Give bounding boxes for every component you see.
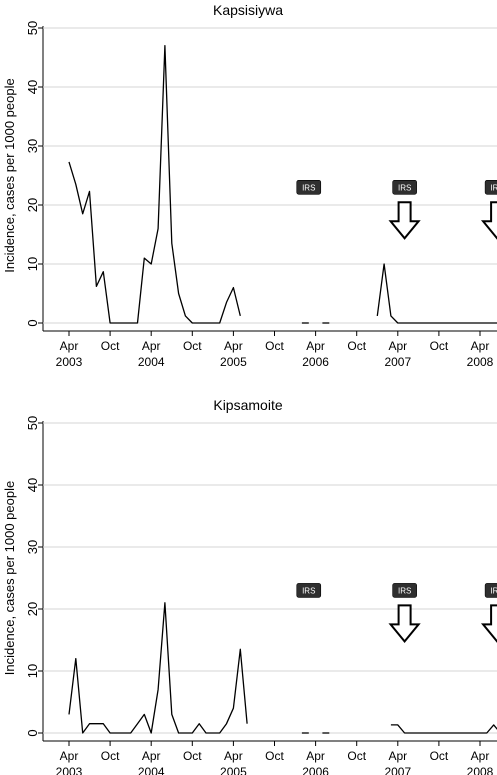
x-tick-label: Apr — [471, 339, 490, 353]
x-year-label: 2005 — [220, 355, 247, 369]
y-tick-label: 40 — [25, 478, 40, 492]
y-tick-label: 10 — [25, 664, 40, 678]
x-tick-label: Apr — [224, 749, 243, 763]
irs-label: IRS — [302, 183, 315, 192]
x-year-label: 2007 — [384, 355, 411, 369]
x-year-label: 2004 — [138, 355, 165, 369]
series-line — [68, 45, 241, 324]
y-tick-label: 10 — [25, 257, 40, 271]
x-year-label: 2008 — [467, 765, 494, 775]
x-year-label: 2005 — [220, 765, 247, 775]
irs-label: IRS — [490, 183, 497, 192]
x-tick-label: Oct — [347, 339, 366, 353]
irs-annotation: IRS — [388, 180, 421, 240]
chart-title: Kipsamoite — [213, 397, 282, 413]
x-tick-label: Oct — [430, 339, 449, 353]
irs-annotation: IRS — [480, 583, 497, 643]
chart-panel-2: Kipsamoite 0 10 20 30 40 50 Incidence, cases pe… — [2, 397, 497, 775]
x-tick-label: Apr — [60, 749, 79, 763]
irs-annotation: IRS — [296, 583, 322, 598]
x-year-label: 2004 — [138, 765, 165, 775]
x-tick-label: Apr — [388, 749, 407, 763]
y-tick-label: 0 — [25, 319, 40, 326]
y-tick-label: 40 — [25, 80, 40, 94]
irs-annotation: IRS — [296, 180, 322, 195]
x-tick-label: Oct — [101, 339, 120, 353]
irs-label-box — [392, 583, 417, 598]
x-year-label: 2003 — [56, 355, 83, 369]
y-tick-label: 20 — [25, 198, 40, 212]
irs-annotation: IRS — [480, 180, 497, 240]
x-tick-label: Oct — [101, 749, 120, 763]
x-tick-label: Apr — [306, 749, 325, 763]
irs-label-box — [296, 180, 322, 195]
chart-panel-1: Kapsisiywa 0 10 20 30 40 50 Incidence, cases pe… — [2, 2, 497, 369]
y-tick-label: 20 — [25, 602, 40, 616]
y-axis-label: Incidence, cases per 1000 people — [2, 481, 17, 675]
down-arrow-icon — [388, 201, 421, 240]
x-tick-label: Oct — [347, 749, 366, 763]
y-tick-label: 50 — [25, 21, 40, 35]
down-arrow-icon — [480, 201, 497, 240]
x-year-label: 2006 — [302, 355, 329, 369]
x-tick-label: Oct — [265, 339, 284, 353]
x-tick-label: Apr — [142, 749, 161, 763]
x-tick-label: Apr — [471, 749, 490, 763]
x-year-label: 2006 — [302, 765, 329, 775]
down-arrow-icon — [480, 604, 497, 643]
x-tick-label: Oct — [183, 339, 202, 353]
x-tick-label: Apr — [388, 339, 407, 353]
irs-label: IRS — [490, 586, 497, 595]
down-arrow-icon — [388, 604, 421, 643]
x-tick-label: Oct — [183, 749, 202, 763]
irs-label-box — [392, 180, 417, 195]
y-tick-label: 0 — [25, 729, 40, 736]
series-line — [68, 602, 248, 734]
irs-annotation: IRS — [388, 583, 421, 643]
y-tick-label: 50 — [25, 416, 40, 430]
series-line — [390, 724, 497, 734]
series-line — [376, 263, 497, 324]
irs-label: IRS — [302, 586, 315, 595]
x-tick-label: Oct — [430, 749, 449, 763]
x-tick-label: Apr — [224, 339, 243, 353]
chart-title: Kapsisiywa — [213, 2, 283, 18]
x-tick-label: Apr — [60, 339, 79, 353]
irs-label-box — [296, 583, 322, 598]
y-tick-label: 30 — [25, 540, 40, 554]
x-year-label: 2007 — [384, 765, 411, 775]
irs-label: IRS — [398, 586, 411, 595]
x-year-label: 2003 — [56, 765, 83, 775]
x-tick-label: Apr — [142, 339, 161, 353]
irs-label-box — [484, 180, 497, 195]
y-tick-label: 30 — [25, 139, 40, 153]
y-axis-label: Incidence, cases per 1000 people — [2, 78, 17, 272]
irs-label: IRS — [398, 183, 411, 192]
x-year-label: 2008 — [467, 355, 494, 369]
x-tick-label: Oct — [265, 749, 284, 763]
irs-label-box — [484, 583, 497, 598]
x-tick-label: Apr — [306, 339, 325, 353]
